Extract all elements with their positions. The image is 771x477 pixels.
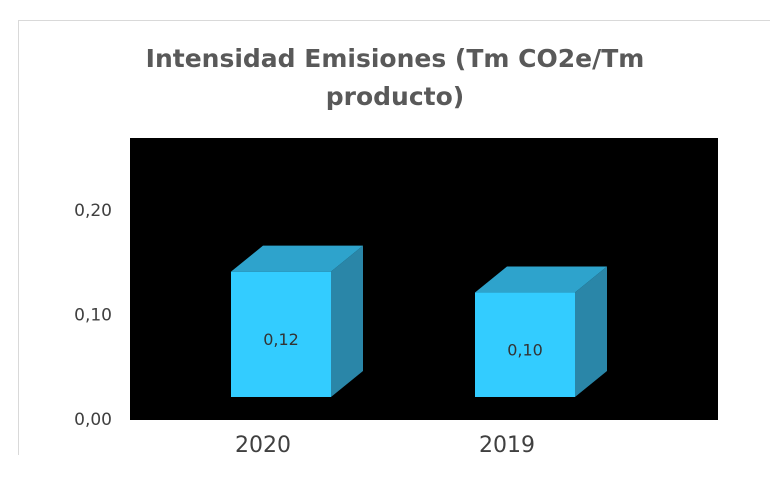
bar-top	[475, 266, 607, 293]
data-label: 0,10	[507, 340, 543, 359]
y-tick-label: 0,10	[74, 306, 112, 326]
bar	[475, 292, 575, 397]
bar-side	[575, 266, 607, 397]
y-tick-label: 0,20	[74, 201, 112, 221]
chart-title: Intensidad Emisiones (Tm CO2e/Tm product…	[145, 44, 645, 111]
bar	[231, 271, 331, 397]
y-tick-label: 0,00	[74, 410, 112, 430]
bar-side	[331, 245, 363, 397]
data-label: 0,12	[263, 330, 299, 349]
chart-border	[18, 20, 770, 455]
plot-area	[130, 138, 718, 420]
x-tick-label: 2020	[235, 433, 291, 458]
bar-top	[231, 245, 363, 272]
x-tick-label: 2019	[479, 433, 535, 458]
